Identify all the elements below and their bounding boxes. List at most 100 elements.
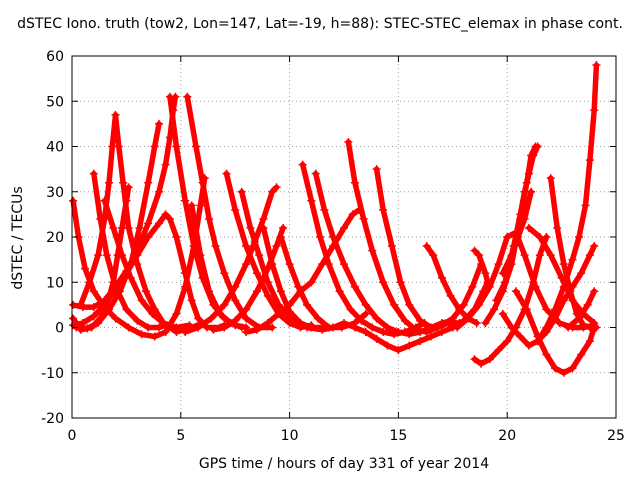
series-29	[498, 187, 536, 278]
data-point	[231, 296, 240, 305]
data-point	[83, 324, 92, 333]
data-point	[81, 264, 90, 273]
data-point	[94, 318, 103, 327]
data-point	[468, 282, 477, 291]
series-10	[183, 92, 277, 332]
data-point	[242, 242, 251, 251]
data-point	[427, 332, 436, 341]
y-tick-label: 50	[46, 94, 64, 110]
data-point	[124, 323, 133, 332]
data-point	[161, 328, 170, 337]
data-point	[272, 183, 281, 192]
data-point	[231, 205, 240, 214]
data-point	[274, 300, 283, 309]
y-tick-label: 20	[46, 230, 64, 246]
data-point	[137, 330, 146, 339]
data-point	[507, 323, 516, 332]
data-point	[115, 287, 124, 296]
data-point	[344, 137, 353, 146]
data-point	[144, 219, 153, 228]
x-axis-label: GPS time / hours of day 331 of year 2014	[198, 456, 490, 472]
y-tick-label: -20	[41, 411, 64, 427]
data-point	[242, 260, 251, 269]
series-line	[471, 234, 550, 367]
data-point	[89, 169, 98, 178]
data-point	[133, 316, 142, 325]
data-point	[405, 341, 414, 350]
data-point	[470, 355, 479, 364]
data-point	[268, 260, 277, 269]
data-point	[590, 106, 599, 115]
data-point	[383, 341, 392, 350]
data-point	[335, 287, 344, 296]
series-7	[72, 119, 164, 333]
data-point	[524, 223, 533, 232]
data-point	[559, 296, 568, 305]
data-point	[141, 287, 150, 296]
data-point	[474, 300, 483, 309]
data-point	[165, 214, 174, 223]
series-35	[564, 287, 599, 332]
data-point	[242, 314, 251, 323]
data-point	[494, 346, 503, 355]
data-point	[155, 119, 164, 128]
data-point	[268, 323, 277, 332]
data-point	[472, 318, 481, 327]
data-point	[196, 251, 205, 260]
x-tick-label: 5	[176, 428, 185, 444]
data-point	[76, 300, 85, 309]
data-point	[427, 323, 436, 332]
data-point	[144, 323, 153, 332]
data-point	[368, 323, 377, 332]
series-12	[209, 223, 288, 334]
data-point	[259, 214, 268, 223]
data-point	[520, 214, 529, 223]
data-point	[320, 205, 329, 214]
data-point	[531, 282, 540, 291]
data-point	[263, 318, 272, 327]
data-point	[172, 142, 181, 151]
data-point	[516, 332, 525, 341]
data-point	[503, 233, 512, 241]
data-point	[194, 314, 203, 323]
series-line	[210, 225, 286, 333]
data-point	[148, 309, 157, 318]
series-34	[533, 242, 599, 346]
data-point	[222, 169, 231, 178]
data-point	[535, 233, 544, 241]
data-point	[172, 309, 181, 318]
data-point	[361, 328, 370, 337]
series-line	[73, 121, 162, 332]
data-point	[150, 332, 159, 341]
data-point	[307, 278, 316, 287]
data-point	[285, 307, 294, 316]
data-point	[296, 287, 305, 296]
data-point	[524, 341, 533, 350]
data-point	[198, 178, 207, 187]
data-point	[89, 312, 98, 321]
data-point	[311, 169, 320, 178]
data-point	[111, 282, 120, 291]
series-line	[513, 288, 597, 376]
data-point	[340, 260, 348, 269]
data-point	[137, 296, 146, 305]
data-point	[551, 314, 560, 323]
data-point	[455, 305, 464, 314]
data-point	[542, 350, 551, 359]
data-point	[242, 305, 251, 314]
data-point	[155, 323, 164, 332]
data-point	[348, 210, 357, 219]
series-line	[565, 288, 597, 331]
data-point	[368, 246, 377, 255]
y-tick-label: 10	[46, 275, 64, 291]
data-point	[122, 305, 131, 314]
data-point	[422, 328, 431, 337]
data-point	[318, 325, 327, 334]
data-point	[237, 187, 246, 196]
data-point	[209, 325, 218, 334]
data-point	[551, 364, 560, 373]
data-point	[383, 323, 392, 332]
data-point	[69, 196, 78, 205]
data-point	[118, 251, 127, 260]
data-point	[585, 251, 594, 260]
